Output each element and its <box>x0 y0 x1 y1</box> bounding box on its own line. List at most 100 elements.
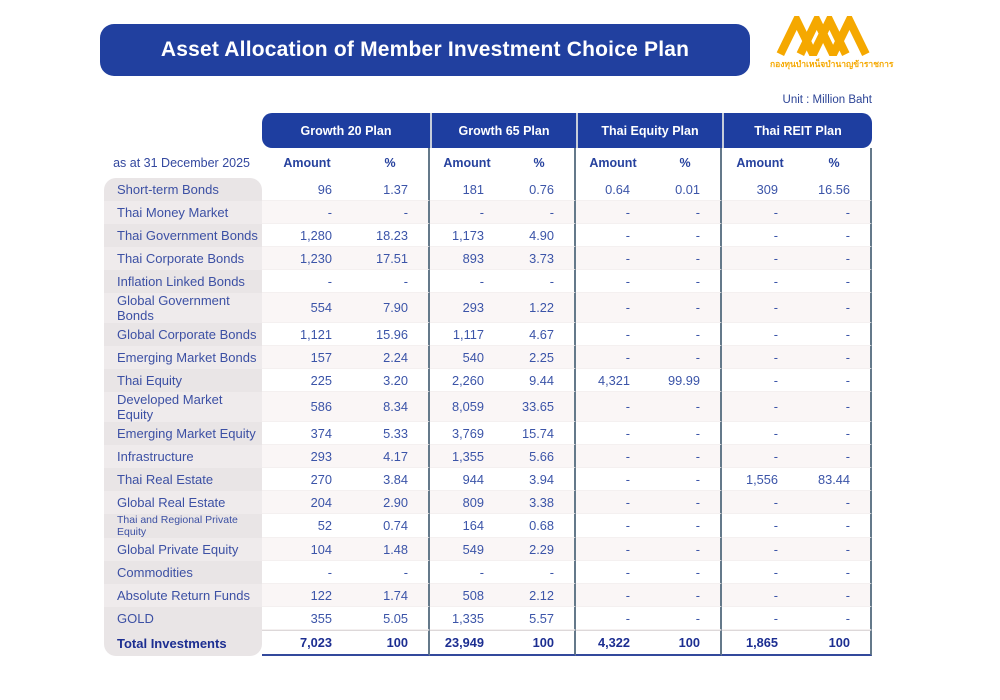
amount-cell: - <box>576 491 650 514</box>
amount-cell: - <box>576 538 650 561</box>
total-row: Total Investments 7,023 100 23,949 100 4… <box>104 630 873 656</box>
amount-cell: - <box>722 323 798 346</box>
pct-cell: - <box>504 270 576 293</box>
amount-cell: - <box>262 201 352 224</box>
row-label: Thai Corporate Bonds <box>104 247 262 270</box>
pct-cell: - <box>798 323 873 346</box>
row-label: Developed Market Equity <box>104 392 262 422</box>
pct-cell: - <box>650 270 722 293</box>
amount-cell: 809 <box>430 491 504 514</box>
row-label: Emerging Market Equity <box>104 422 262 445</box>
total-amount-cell: 7,023 <box>262 630 352 656</box>
pct-cell: - <box>650 346 722 369</box>
amount-cell: 3,769 <box>430 422 504 445</box>
pct-cell: 1.22 <box>504 293 576 323</box>
pct-cell: 4.67 <box>504 323 576 346</box>
pct-cell: 2.25 <box>504 346 576 369</box>
pct-cell: 5.66 <box>504 445 576 468</box>
amount-cell: 104 <box>262 538 352 561</box>
as-at-date-label: as at 31 December 2025 <box>113 156 250 170</box>
row-label: Inflation Linked Bonds <box>104 270 262 293</box>
pct-cell: - <box>798 224 873 247</box>
amount-cell: - <box>430 270 504 293</box>
pct-cell: 8.34 <box>352 392 430 422</box>
pct-cell: 1.37 <box>352 178 430 201</box>
row-label: Thai Equity <box>104 369 262 392</box>
pct-cell: - <box>798 270 873 293</box>
pct-cell: - <box>650 538 722 561</box>
pct-cell: - <box>798 247 873 270</box>
amount-cell: 554 <box>262 293 352 323</box>
amount-cell: - <box>576 468 650 491</box>
amount-cell: - <box>262 561 352 584</box>
pct-cell: 3.84 <box>352 468 430 491</box>
pct-cell: - <box>650 445 722 468</box>
pct-cell: 0.68 <box>504 514 576 538</box>
pct-cell: 5.05 <box>352 607 430 630</box>
amount-cell: 309 <box>722 178 798 201</box>
amount-cell: - <box>722 293 798 323</box>
subheader-amount: Amount <box>430 148 504 178</box>
pct-cell: - <box>798 293 873 323</box>
pct-cell: 83.44 <box>798 468 873 491</box>
table-row: Thai Equity 225 3.20 2,260 9.44 4,321 99.99- - <box>104 369 873 392</box>
pct-cell: - <box>798 514 873 538</box>
amount-cell: 164 <box>430 514 504 538</box>
pct-cell: - <box>504 561 576 584</box>
amount-cell: 355 <box>262 607 352 630</box>
amount-cell: - <box>722 607 798 630</box>
row-label: Absolute Return Funds <box>104 584 262 607</box>
amount-cell: - <box>722 561 798 584</box>
amount-cell: - <box>722 369 798 392</box>
pct-cell: - <box>650 201 722 224</box>
pct-cell: - <box>650 607 722 630</box>
pct-cell: - <box>650 514 722 538</box>
amount-cell: - <box>722 514 798 538</box>
table-row: Infrastructure 293 4.17 1,355 5.66- - - - <box>104 445 873 468</box>
amount-cell: 1,121 <box>262 323 352 346</box>
pct-cell: - <box>798 561 873 584</box>
corner-cell <box>104 113 262 148</box>
amount-cell: - <box>576 247 650 270</box>
amount-cell: - <box>722 491 798 514</box>
pct-cell: - <box>352 561 430 584</box>
row-label: Commodities <box>104 561 262 584</box>
allocation-table-wrap: Growth 20 Plan Growth 65 Plan Thai Equit… <box>104 113 873 656</box>
pct-cell: - <box>798 607 873 630</box>
pct-cell: 33.65 <box>504 392 576 422</box>
amount-cell: - <box>576 270 650 293</box>
unit-label: Unit : Million Baht <box>782 94 872 106</box>
pct-cell: - <box>650 491 722 514</box>
pct-cell: - <box>650 293 722 323</box>
amount-cell: - <box>722 224 798 247</box>
pct-cell: 0.74 <box>352 514 430 538</box>
amount-cell: - <box>576 392 650 422</box>
pct-cell: - <box>650 323 722 346</box>
total-row-label: Total Investments <box>104 630 262 656</box>
amount-cell: - <box>576 201 650 224</box>
amount-cell: 225 <box>262 369 352 392</box>
amount-cell: - <box>262 270 352 293</box>
row-label: Global Real Estate <box>104 491 262 514</box>
total-pct-cell: 100 <box>352 630 430 656</box>
total-amount-cell: 4,322 <box>576 630 650 656</box>
table-row: Global Private Equity 104 1.48 549 2.29- - - - <box>104 538 873 561</box>
row-label: GOLD <box>104 607 262 630</box>
amount-cell: - <box>430 201 504 224</box>
pct-cell: - <box>650 468 722 491</box>
amount-cell: 540 <box>430 346 504 369</box>
pct-cell: 5.57 <box>504 607 576 630</box>
table-row: Thai Government Bonds 1,280 18.23 1,173 4.90… <box>104 224 873 247</box>
amount-cell: 374 <box>262 422 352 445</box>
pct-cell: 3.94 <box>504 468 576 491</box>
amount-cell: - <box>576 561 650 584</box>
total-pct-cell: 100 <box>798 630 873 656</box>
table-row: Emerging Market Equity 374 5.33 3,769 15.74-… <box>104 422 873 445</box>
pct-cell: 99.99 <box>650 369 722 392</box>
table-row: Emerging Market Bonds 157 2.24 540 2.25- - - - <box>104 346 873 369</box>
subheader-amount: Amount <box>722 148 798 178</box>
pct-cell: 1.48 <box>352 538 430 561</box>
pct-cell: - <box>798 584 873 607</box>
amount-cell: 181 <box>430 178 504 201</box>
